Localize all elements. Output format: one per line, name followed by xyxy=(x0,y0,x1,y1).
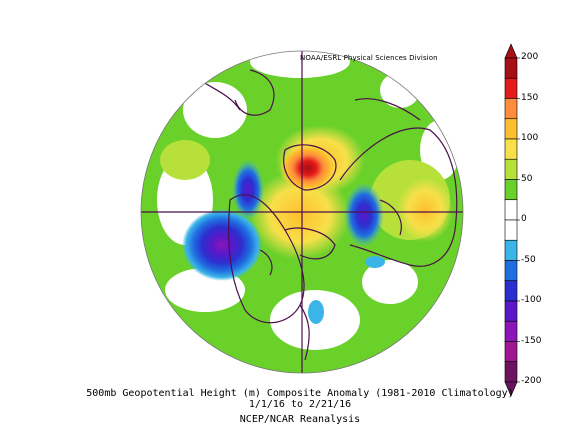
colorbar-swatch xyxy=(504,280,518,302)
colorbar-swatch xyxy=(504,77,518,99)
map-title: 500mb Geopotential Height (m) Composite … xyxy=(86,388,514,399)
low-anomaly xyxy=(344,183,384,247)
colorbar-tick-label: 150 xyxy=(521,92,539,103)
colorbar-tick-label: 100 xyxy=(521,133,539,143)
colorbar-tick-label: -150 xyxy=(521,335,542,346)
low-anomaly xyxy=(365,256,385,268)
colorbar-swatch xyxy=(504,199,518,221)
map-boundary xyxy=(140,50,464,374)
colorbar-swatch xyxy=(504,138,518,160)
colorbar-swatch xyxy=(504,260,518,282)
colorbar-tick-label: 50 xyxy=(521,173,533,184)
colorbar-tick-label: -50 xyxy=(521,254,536,265)
low-anomaly xyxy=(308,300,324,324)
eurasia-outline xyxy=(339,127,458,267)
colorbar-tick-label: -100 xyxy=(521,295,542,305)
low-anomaly xyxy=(232,160,264,220)
europe-outline xyxy=(354,98,421,121)
colorbar-tick-label: 200 xyxy=(521,52,539,62)
zero-zone xyxy=(183,82,247,138)
coast-outline xyxy=(379,199,402,236)
positive-anomaly xyxy=(160,140,210,180)
zero-zone xyxy=(250,51,350,78)
colorbar-swatch xyxy=(504,118,518,140)
positive-anomaly xyxy=(397,178,453,242)
colorbar-swatch xyxy=(504,361,518,383)
anomaly-field xyxy=(141,51,463,373)
date-range: 1/1/16 to 2/21/16 xyxy=(248,399,352,410)
colorbar-tick-label: -200 xyxy=(521,376,542,386)
low-anomaly-center xyxy=(182,209,262,281)
greenland-outline xyxy=(283,144,337,191)
high-anomaly-center xyxy=(280,144,336,192)
colorbar-swatch xyxy=(504,239,518,261)
credit-label: NOAA/ESRL Physical Sciences Division xyxy=(300,54,438,62)
hudson-bay-outline xyxy=(284,227,336,260)
colorbar-max-arrow xyxy=(504,43,518,59)
colorbar-swatch xyxy=(504,300,518,322)
zero-zone xyxy=(362,260,418,304)
colorbar-swatch xyxy=(504,98,518,120)
data-source: NCEP/NCAR Reanalysis xyxy=(239,414,361,425)
colorbar-swatch xyxy=(504,158,518,180)
colorbar-tick-label: 0 xyxy=(521,214,527,224)
colorbar-swatch xyxy=(504,179,518,201)
colorbar xyxy=(504,43,520,397)
siberia-coast-outline xyxy=(234,69,275,116)
colorbar-swatch xyxy=(504,320,518,342)
colorbar-swatch xyxy=(504,219,518,241)
colorbar-min-arrow xyxy=(504,381,518,397)
colorbar-swatch xyxy=(504,57,518,79)
colorbar-swatch xyxy=(504,341,518,363)
lakes-outline xyxy=(259,249,273,276)
